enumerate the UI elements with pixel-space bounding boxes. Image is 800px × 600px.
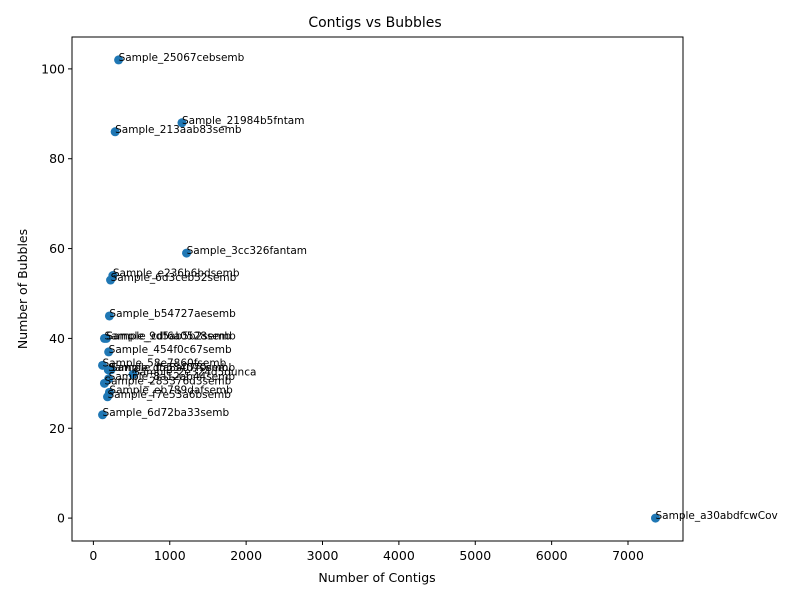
data-point-label: Sample_eb789dafsemb xyxy=(109,384,233,396)
chart-title: Contigs vs Bubbles xyxy=(308,15,441,31)
data-point xyxy=(106,365,116,375)
x-tick-label: 1000 xyxy=(154,548,186,563)
data-point xyxy=(177,118,187,128)
data-point-label: Sample_213aab83semb xyxy=(115,124,242,136)
data-point-label: Sample_283376d3semb xyxy=(104,375,231,387)
x-axis: 0 1000 2000 3000 4000 5000 6000 7000 xyxy=(89,541,644,563)
data-point-label: Sample_cdf6a0528semb xyxy=(106,330,236,342)
data-point-label: Sample_58e7860fsemb xyxy=(103,357,227,369)
y-axis-label: Number of Bubbles xyxy=(15,229,30,349)
x-tick-label: 6000 xyxy=(536,548,568,563)
points-layer xyxy=(98,55,661,523)
data-point-label: Sample_454f0c67semb xyxy=(109,344,232,356)
data-point-label: Sample_21984b5fntam xyxy=(182,115,304,127)
data-point-label: Sample_25067cebsemb xyxy=(119,52,245,64)
x-tick-label: 2000 xyxy=(230,548,262,563)
y-tick-label: 100 xyxy=(41,61,65,76)
data-point xyxy=(98,410,108,420)
point-labels-layer: Sample_25067cebsembSample_21984b5fntamSa… xyxy=(103,52,778,522)
data-point-label: Sample_ffa8a07fsemb xyxy=(111,362,229,374)
y-tick-label: 0 xyxy=(57,511,65,526)
x-tick-label: 0 xyxy=(89,548,97,563)
data-point xyxy=(651,513,661,523)
y-tick-label: 60 xyxy=(49,241,65,256)
data-point-label: Sample_9d5ab5b2semb xyxy=(104,330,231,342)
data-point xyxy=(106,275,116,285)
data-point-label: Sample_6d72ba33semb xyxy=(103,407,230,419)
data-point xyxy=(110,127,120,137)
x-axis-label: Number of Contigs xyxy=(318,570,435,585)
y-tick-label: 40 xyxy=(49,331,65,346)
data-point-label: Sample_6d3ceb52semb xyxy=(111,272,237,284)
x-tick-label: 3000 xyxy=(307,548,339,563)
data-point xyxy=(104,311,114,321)
data-point-label: Sample_3cc326fantam xyxy=(187,245,307,257)
data-point xyxy=(114,55,124,65)
x-tick-label: 5000 xyxy=(459,548,491,563)
data-point xyxy=(99,378,109,388)
data-point-label: Sample_2e324d5dunca xyxy=(133,366,256,378)
data-point xyxy=(128,369,138,379)
data-point-label: Sample_d5534070semb xyxy=(108,362,235,374)
data-point xyxy=(182,248,192,258)
data-point-label: Sample_e236b6bdsemb xyxy=(113,268,240,280)
x-tick-label: 4000 xyxy=(383,548,415,563)
data-point xyxy=(103,392,113,402)
data-point xyxy=(104,347,114,357)
data-point-label: Sample_f7e53a6bsemb xyxy=(108,389,232,401)
data-point xyxy=(101,333,111,343)
data-point-label: Sample_a30abdfcwCov xyxy=(656,510,778,522)
plot-frame xyxy=(71,36,684,542)
data-point-label: Sample_8a12ab44semb xyxy=(109,371,236,383)
data-point-label: Sample_b54727aesemb xyxy=(109,308,236,320)
y-tick-label: 20 xyxy=(49,421,65,436)
x-tick-label: 7000 xyxy=(612,548,644,563)
y-tick-label: 80 xyxy=(49,151,65,166)
y-axis: 0 20 40 60 80 100 xyxy=(41,61,72,526)
